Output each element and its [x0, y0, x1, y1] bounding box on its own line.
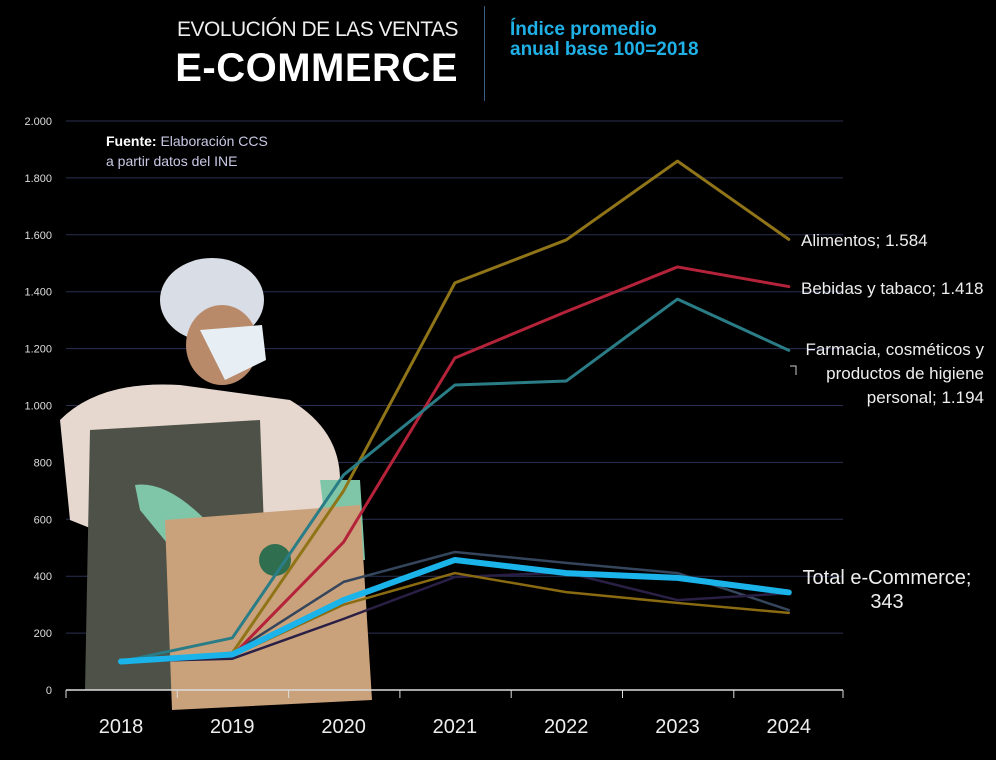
y-tick-label: 600 — [34, 514, 52, 526]
data-point — [788, 238, 790, 240]
label-total: Total e-Commerce; 343 — [802, 566, 972, 614]
y-tick-label: 800 — [34, 457, 52, 469]
data-point — [343, 599, 345, 601]
data-point — [565, 591, 567, 593]
label-alimentos: Alimentos; 1.584 — [801, 231, 928, 250]
data-point — [677, 160, 678, 162]
y-tick-label: 1.800 — [24, 173, 52, 185]
y-tick-label: 1.000 — [24, 401, 52, 413]
label-total-1: Total e-Commerce; — [802, 567, 972, 589]
data-point — [343, 541, 345, 543]
data-point — [677, 572, 678, 574]
data-point — [343, 474, 345, 476]
source-text-2: a partir datos del INE — [106, 153, 238, 169]
data-point — [454, 384, 456, 386]
data-point — [788, 591, 790, 593]
data-point — [677, 266, 678, 268]
data-point — [454, 282, 456, 284]
label-bebidas: Bebidas y tabaco; 1.418 — [801, 279, 984, 298]
data-point — [343, 618, 345, 620]
data-point — [454, 551, 456, 553]
data-point — [677, 599, 678, 601]
source-text: Elaboración CCS — [156, 133, 268, 149]
y-tick-label: 2.000 — [24, 116, 52, 128]
data-point — [677, 602, 678, 604]
title-divider — [484, 6, 485, 101]
data-point — [231, 637, 233, 639]
page-title: E-COMMERCE — [175, 46, 458, 90]
data-point — [231, 658, 233, 660]
data-point — [454, 357, 456, 359]
data-point — [565, 380, 567, 382]
data-point — [343, 581, 345, 583]
data-point — [454, 572, 456, 574]
source-label: Fuente: — [106, 133, 157, 149]
y-tick-label: 200 — [34, 628, 52, 640]
data-point — [231, 653, 233, 655]
source-note: Fuente: Elaboración CCS a partir datos d… — [106, 131, 268, 171]
data-point — [677, 577, 678, 579]
data-point — [565, 562, 567, 564]
annotation-bracket — [790, 365, 797, 375]
title-kicker: EVOLUCIÓN DE LAS VENTAS — [176, 18, 459, 41]
label-total-2: 343 — [870, 591, 904, 613]
x-tick-label: 2023 — [655, 716, 700, 738]
data-point — [565, 572, 567, 574]
data-point — [120, 661, 122, 663]
x-tick-label: 2021 — [433, 716, 478, 738]
data-point — [788, 612, 790, 614]
data-point — [677, 298, 678, 300]
data-point — [788, 609, 790, 611]
x-tick-label: 2020 — [321, 716, 366, 738]
label-farmacia: Farmacia, cosméticos y productos de higi… — [800, 338, 984, 410]
label-farmacia-3: personal; 1.194 — [866, 388, 984, 407]
data-point — [343, 604, 345, 606]
y-tick-label: 1.400 — [24, 287, 52, 299]
data-point — [454, 576, 456, 578]
y-tick-label: 1.600 — [24, 230, 52, 242]
x-tick-label: 2018 — [99, 716, 144, 738]
chart-subtitle: Índice promedio anual base 100=2018 — [510, 19, 699, 60]
data-point — [565, 311, 567, 313]
y-tick-label: 400 — [34, 571, 52, 583]
x-tick-label: 2022 — [544, 716, 589, 738]
data-point — [788, 286, 790, 288]
label-farmacia-1: Farmacia, cosméticos y — [805, 340, 984, 359]
x-tick-label: 2024 — [767, 716, 812, 738]
y-tick-label: 1.200 — [24, 344, 52, 356]
x-tick-label: 2019 — [210, 716, 255, 738]
data-point — [454, 559, 456, 561]
data-point — [343, 490, 345, 492]
data-point — [565, 239, 567, 241]
y-tick-label: 0 — [46, 685, 52, 697]
data-point — [788, 349, 790, 351]
label-farmacia-2: productos de higiene — [826, 364, 984, 383]
